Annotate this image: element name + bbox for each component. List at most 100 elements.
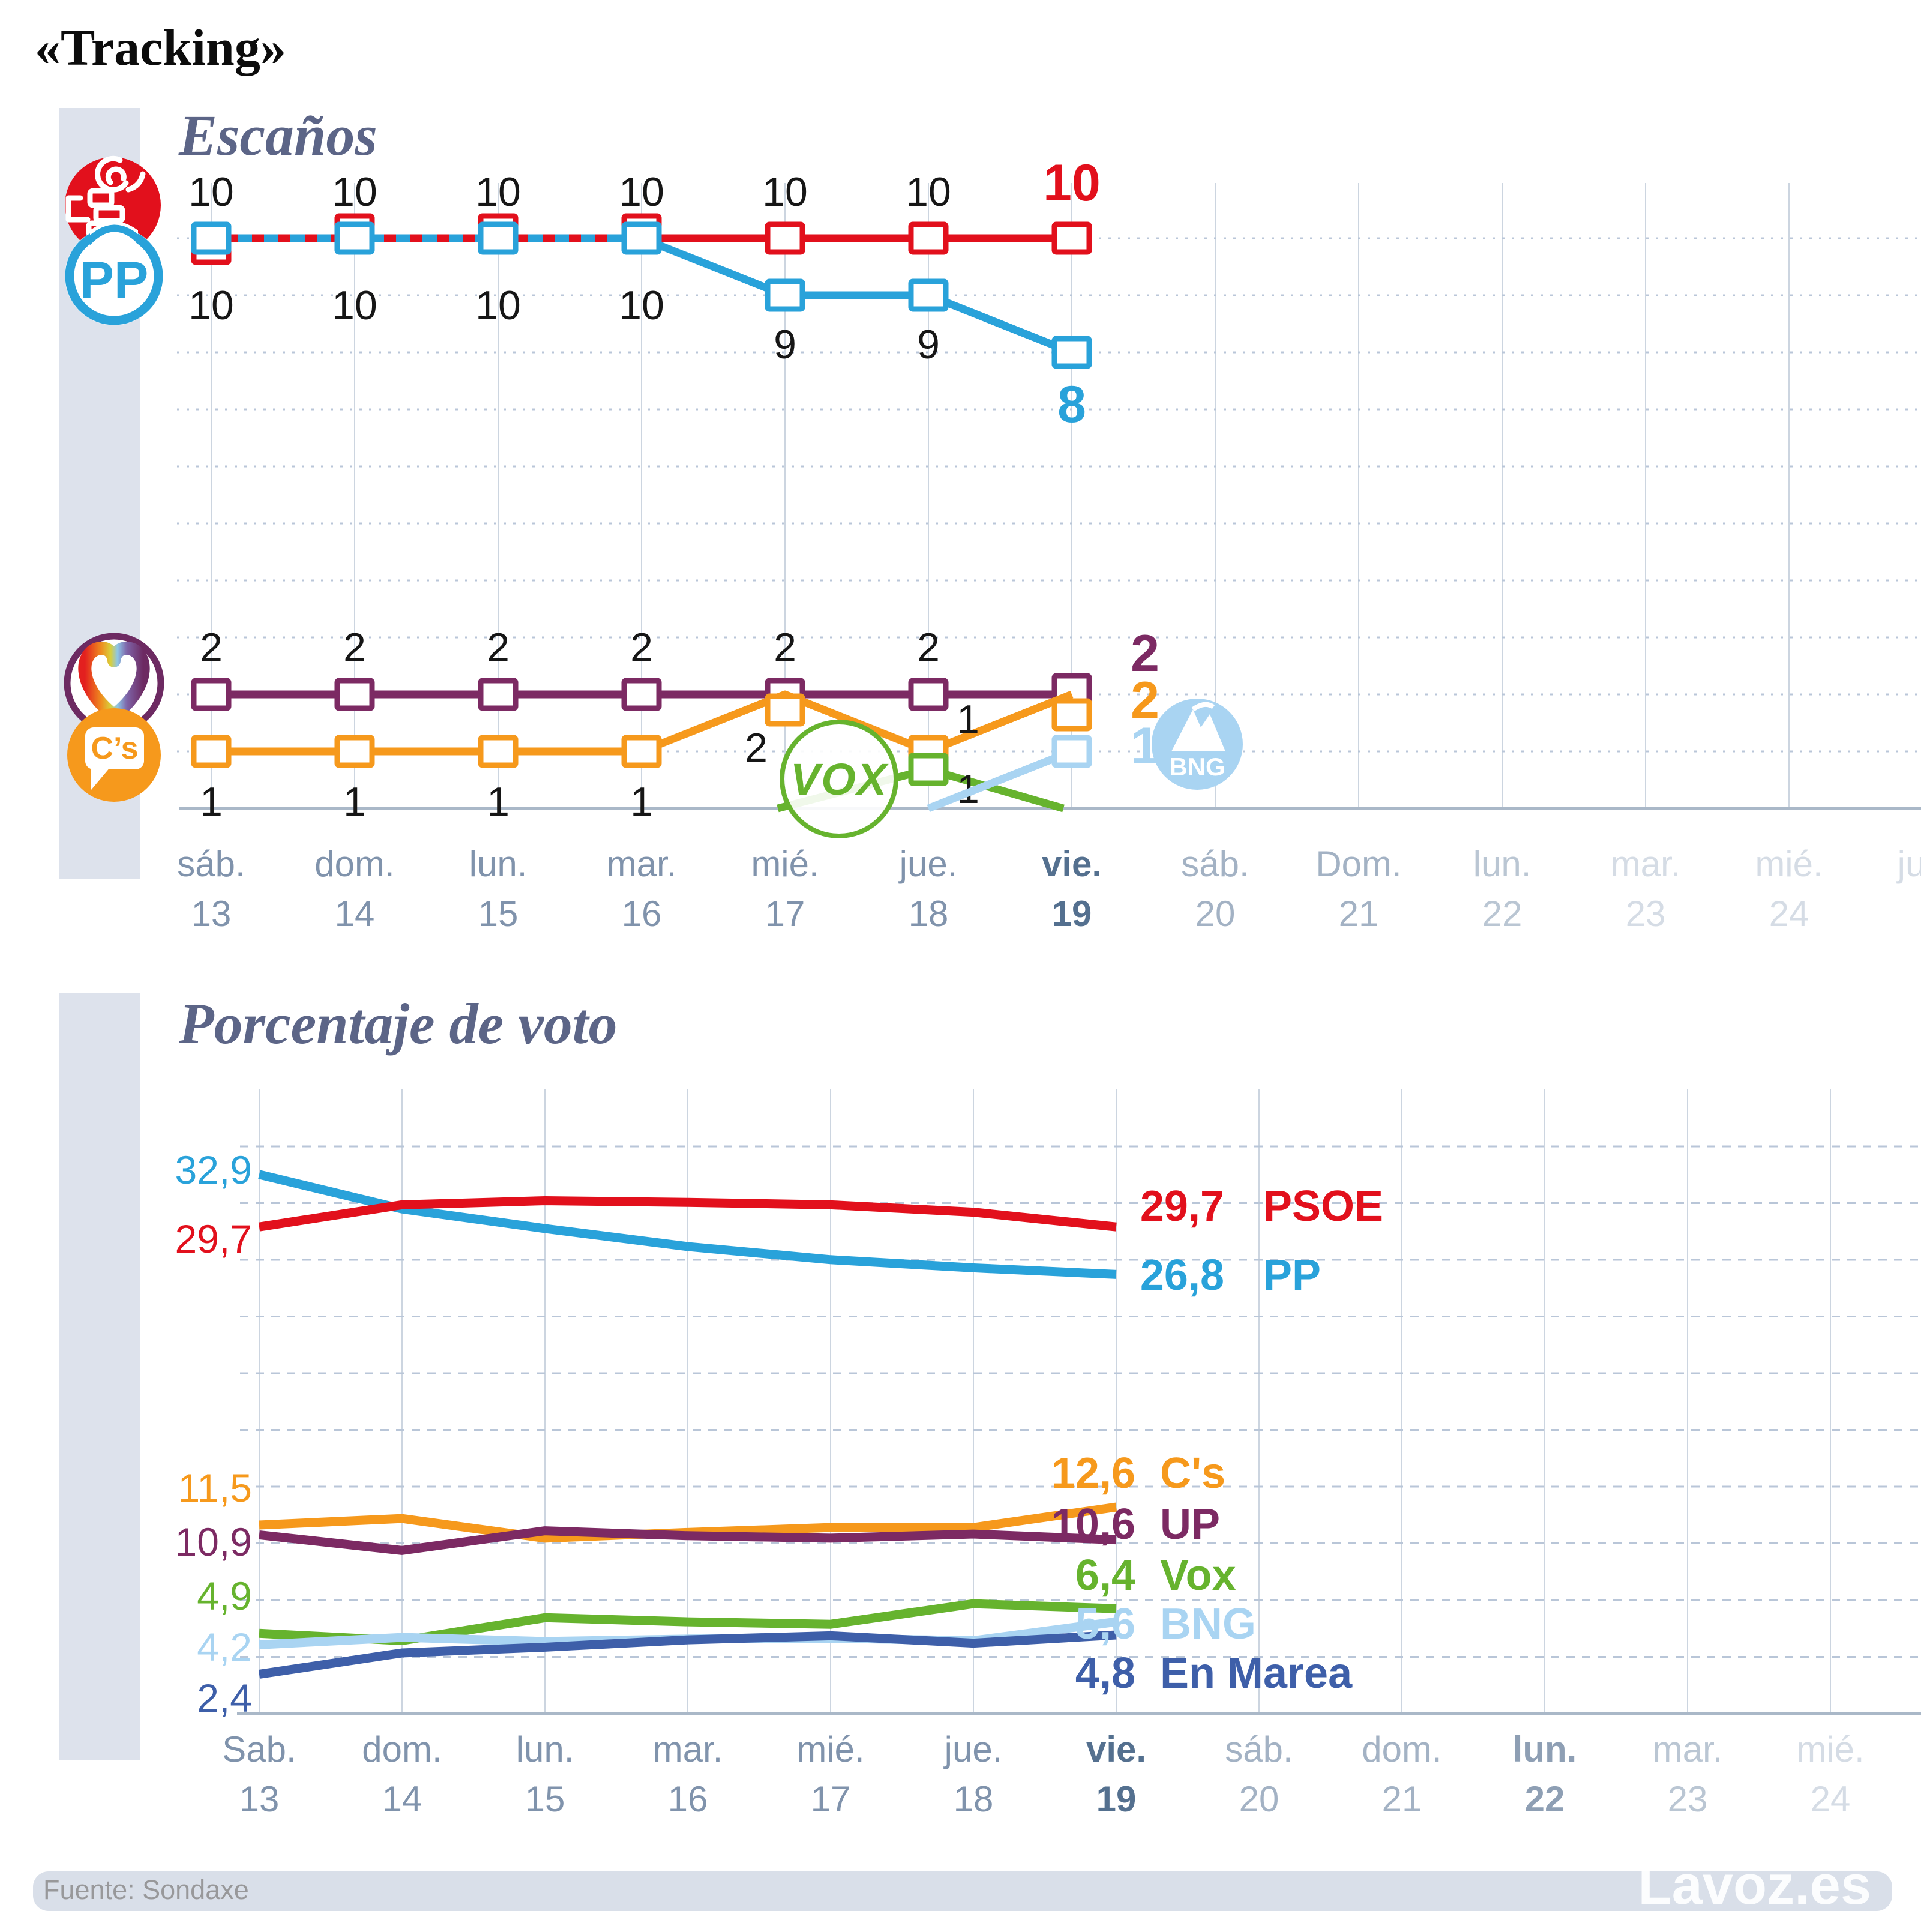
vox-logo: VOX [780, 720, 898, 838]
marker-cs [1051, 698, 1092, 732]
data-label-pp: 10 [332, 283, 377, 328]
data-label-cs: 2 [745, 725, 768, 771]
chart2-title: Porcentaje de voto [178, 992, 617, 1056]
marker-psoe [908, 221, 949, 255]
day-label: sáb. [1181, 844, 1249, 884]
data-label-cs: 1 [200, 779, 223, 825]
footer-bar [33, 1871, 1892, 1911]
day-number: 15 [478, 894, 519, 934]
marker-up [334, 678, 375, 711]
series-line-up [259, 1526, 1117, 1555]
day-number: 21 [1339, 894, 1379, 934]
cs-icon: C’s [67, 708, 161, 802]
day-label: Sab. [222, 1729, 296, 1769]
end-value-label: 2 [1131, 672, 1159, 729]
page-title: «Tracking» [35, 19, 286, 76]
data-label-cs: 1 [630, 779, 653, 825]
data-label-psoe: 10 [906, 169, 951, 215]
series-line-bng [927, 747, 1074, 813]
day-number: 14 [335, 894, 375, 934]
end-series-name: PP [1263, 1251, 1321, 1299]
bng-logo: BNG [1152, 699, 1243, 790]
end-series-name: C's [1160, 1449, 1225, 1497]
marker-up [478, 678, 519, 711]
day-number: 18 [909, 894, 949, 934]
start-value-label: 4,9 [197, 1574, 252, 1618]
series-line-pp [640, 234, 1074, 357]
series-line-enmarea [258, 1630, 1117, 1679]
data-label-cs: 1 [343, 779, 366, 825]
end-series-name: En Marea [1160, 1649, 1353, 1697]
day-number: 17 [811, 1779, 851, 1819]
day-label: Dom. [1315, 844, 1401, 884]
day-label: mar. [1611, 844, 1681, 884]
bng-mountain-icon [1171, 709, 1225, 751]
cs-icon-label: C’s [91, 731, 139, 766]
end-value: 29,7 [1140, 1182, 1224, 1230]
day-number: 24 [1769, 894, 1809, 934]
data-label-psoe: 10 [762, 169, 808, 215]
day-number: 23 [1668, 1779, 1708, 1819]
data-label-up: 2 [917, 625, 940, 670]
source-note: Fuente: Sondaxe [43, 1874, 249, 1905]
marker-cs [621, 735, 662, 768]
day-label: lun. [1473, 844, 1532, 884]
data-label-up: 2 [200, 625, 223, 670]
day-number: 13 [239, 1779, 280, 1819]
marker-up [191, 678, 232, 711]
data-label-up: 2 [487, 625, 510, 670]
final-value-psoe: 10 [1043, 154, 1101, 212]
day-label: ju [1896, 844, 1921, 884]
day-number: 20 [1195, 894, 1236, 934]
day-number: 19 [1052, 894, 1092, 934]
end-series-name: UP [1160, 1500, 1220, 1548]
day-label: jue. [898, 844, 958, 884]
marker-vox [908, 753, 949, 786]
series-line-psoe [258, 1196, 1117, 1232]
day-number: 24 [1811, 1779, 1851, 1819]
chart-porcentaje: 32,9 29,7 11,5 10,9 4,9 4,2 2,4 29,7 PSOE 26,8 PP 1… [175, 1089, 1921, 1819]
end-value: 5,6 [1075, 1600, 1135, 1648]
day-number: 16 [668, 1779, 708, 1819]
day-label: mié. [751, 844, 819, 884]
marker-cs [334, 735, 375, 768]
marker-pp [621, 221, 662, 255]
pp-gull-wing [85, 224, 143, 245]
end-value: 10,6 [1051, 1500, 1135, 1548]
marker-pp [334, 221, 375, 255]
marker-cs [478, 735, 519, 768]
data-label-up: 2 [343, 625, 366, 670]
marker-pp [765, 278, 805, 312]
day-label: sáb. [177, 844, 245, 884]
data-label-psoe: 10 [475, 169, 521, 215]
end-series-name: Vox [1160, 1551, 1236, 1599]
day-number: 20 [1239, 1779, 1279, 1819]
day-label: dom. [314, 844, 394, 884]
start-value-label: 2,4 [197, 1676, 252, 1720]
day-number: 22 [1482, 894, 1523, 934]
end-series-name: PSOE [1263, 1182, 1383, 1230]
day-number: 21 [1382, 1779, 1422, 1819]
day-label: dom. [362, 1729, 442, 1769]
day-label: lun. [1513, 1729, 1577, 1769]
start-value-label: 32,9 [175, 1148, 252, 1192]
day-label: mié. [796, 1729, 864, 1769]
day-number: 13 [191, 894, 232, 934]
end-value-label: 2 [1131, 625, 1159, 682]
day-label: mié. [1796, 1729, 1864, 1769]
marker-cs [765, 693, 805, 727]
marker-pp [1051, 336, 1092, 369]
day-label: lun. [469, 844, 528, 884]
bng-logo-label: BNG [1169, 753, 1225, 781]
day-label: jue. [943, 1729, 1003, 1769]
day-label: dom. [1362, 1729, 1442, 1769]
day-label: mar. [653, 1729, 723, 1769]
marker-psoe [765, 221, 805, 255]
day-number: 19 [1096, 1779, 1137, 1819]
day-number: 15 [525, 1779, 565, 1819]
pp-icon-label: PP [80, 251, 149, 309]
data-label-cs: 1 [957, 697, 979, 742]
final-value-pp: 8 [1057, 376, 1086, 433]
